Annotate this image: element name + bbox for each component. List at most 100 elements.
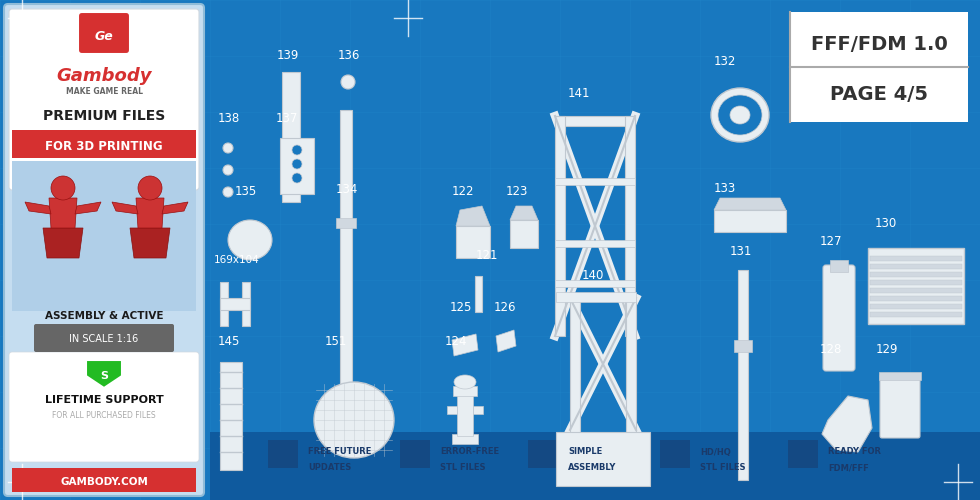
Polygon shape bbox=[510, 206, 538, 220]
Text: 132: 132 bbox=[714, 55, 736, 68]
Text: FOR 3D PRINTING: FOR 3D PRINTING bbox=[45, 140, 163, 152]
Text: ERROR-FREE: ERROR-FREE bbox=[440, 448, 499, 456]
Text: 140: 140 bbox=[582, 269, 605, 282]
Bar bbox=[220, 362, 242, 470]
Bar bbox=[280, 138, 314, 194]
FancyBboxPatch shape bbox=[9, 352, 199, 462]
Bar bbox=[660, 440, 690, 468]
Bar bbox=[870, 288, 962, 293]
Text: 138: 138 bbox=[218, 112, 240, 125]
Ellipse shape bbox=[454, 375, 476, 389]
FancyBboxPatch shape bbox=[34, 324, 174, 352]
Text: READY FOR: READY FOR bbox=[828, 448, 881, 456]
Bar bbox=[870, 304, 962, 309]
Polygon shape bbox=[25, 202, 51, 214]
FancyBboxPatch shape bbox=[9, 9, 199, 190]
Text: IN SCALE 1:16: IN SCALE 1:16 bbox=[70, 334, 138, 344]
Bar bbox=[457, 394, 473, 436]
Bar bbox=[447, 406, 457, 414]
Bar bbox=[475, 276, 482, 312]
Bar bbox=[714, 210, 786, 232]
Bar bbox=[870, 296, 962, 301]
Text: Gambody: Gambody bbox=[56, 67, 152, 85]
Bar bbox=[456, 226, 490, 258]
Circle shape bbox=[51, 176, 75, 200]
Bar bbox=[570, 298, 580, 438]
Text: PAGE 4/5: PAGE 4/5 bbox=[830, 84, 928, 103]
Bar bbox=[282, 72, 300, 202]
Bar bbox=[12, 130, 196, 158]
Ellipse shape bbox=[730, 106, 750, 124]
Bar bbox=[555, 116, 635, 126]
Ellipse shape bbox=[718, 95, 762, 135]
Bar bbox=[790, 12, 968, 122]
Text: 123: 123 bbox=[506, 185, 528, 198]
Text: FFF/FDM 1.0: FFF/FDM 1.0 bbox=[810, 34, 948, 54]
Text: 124: 124 bbox=[445, 335, 467, 348]
Bar bbox=[336, 218, 356, 228]
Polygon shape bbox=[136, 198, 164, 228]
Bar bbox=[738, 270, 748, 480]
Polygon shape bbox=[162, 202, 188, 214]
Polygon shape bbox=[130, 228, 170, 258]
Bar bbox=[626, 298, 636, 438]
Text: 136: 136 bbox=[338, 49, 361, 62]
Bar bbox=[220, 282, 228, 326]
Bar bbox=[340, 110, 352, 420]
Text: 129: 129 bbox=[876, 343, 899, 356]
Text: 125: 125 bbox=[450, 301, 472, 314]
Text: 145: 145 bbox=[218, 335, 240, 348]
Text: GAMBODY.COM: GAMBODY.COM bbox=[60, 477, 148, 487]
Circle shape bbox=[341, 75, 355, 89]
Text: ASSEMBLY: ASSEMBLY bbox=[568, 464, 616, 472]
Bar bbox=[625, 116, 635, 336]
FancyBboxPatch shape bbox=[880, 374, 920, 438]
Text: 128: 128 bbox=[820, 343, 843, 356]
Polygon shape bbox=[112, 202, 138, 214]
Text: FDM/FFF: FDM/FFF bbox=[828, 464, 868, 472]
Bar bbox=[555, 240, 635, 247]
Ellipse shape bbox=[711, 88, 769, 142]
FancyBboxPatch shape bbox=[78, 12, 130, 54]
Circle shape bbox=[292, 173, 302, 183]
Circle shape bbox=[223, 165, 233, 175]
Polygon shape bbox=[75, 202, 101, 214]
Bar bbox=[556, 292, 636, 302]
Bar bbox=[510, 220, 538, 248]
Bar bbox=[473, 406, 483, 414]
Text: LIFETIME SUPPORT: LIFETIME SUPPORT bbox=[45, 395, 164, 405]
Text: FOR ALL PURCHASED FILES: FOR ALL PURCHASED FILES bbox=[52, 412, 156, 420]
Text: SIMPLE: SIMPLE bbox=[568, 448, 603, 456]
Polygon shape bbox=[43, 228, 83, 258]
Bar bbox=[870, 256, 962, 261]
Text: HD/HQ: HD/HQ bbox=[700, 448, 731, 456]
Text: PREMIUM FILES: PREMIUM FILES bbox=[43, 109, 165, 123]
Polygon shape bbox=[456, 206, 490, 226]
Text: 131: 131 bbox=[730, 245, 753, 258]
Ellipse shape bbox=[228, 220, 272, 260]
Text: 134: 134 bbox=[336, 183, 359, 196]
Bar bbox=[870, 280, 962, 285]
Bar bbox=[400, 440, 430, 468]
Text: 151: 151 bbox=[325, 335, 347, 348]
Polygon shape bbox=[714, 198, 786, 210]
FancyBboxPatch shape bbox=[823, 265, 855, 371]
Bar bbox=[453, 386, 477, 396]
Bar bbox=[268, 440, 298, 468]
Text: 122: 122 bbox=[452, 185, 474, 198]
Bar bbox=[555, 280, 635, 287]
Circle shape bbox=[223, 187, 233, 197]
Bar bbox=[870, 312, 962, 317]
Bar bbox=[868, 248, 964, 324]
Text: 137: 137 bbox=[276, 112, 298, 125]
Bar bbox=[12, 161, 196, 311]
Text: 133: 133 bbox=[714, 182, 736, 195]
Text: S: S bbox=[100, 371, 108, 381]
Bar bbox=[12, 468, 196, 492]
Bar bbox=[242, 282, 250, 326]
Text: UPDATES: UPDATES bbox=[308, 464, 351, 472]
Bar bbox=[220, 298, 250, 310]
Text: FREE FUTURE: FREE FUTURE bbox=[308, 448, 371, 456]
Polygon shape bbox=[496, 330, 516, 352]
Text: 127: 127 bbox=[820, 235, 843, 248]
